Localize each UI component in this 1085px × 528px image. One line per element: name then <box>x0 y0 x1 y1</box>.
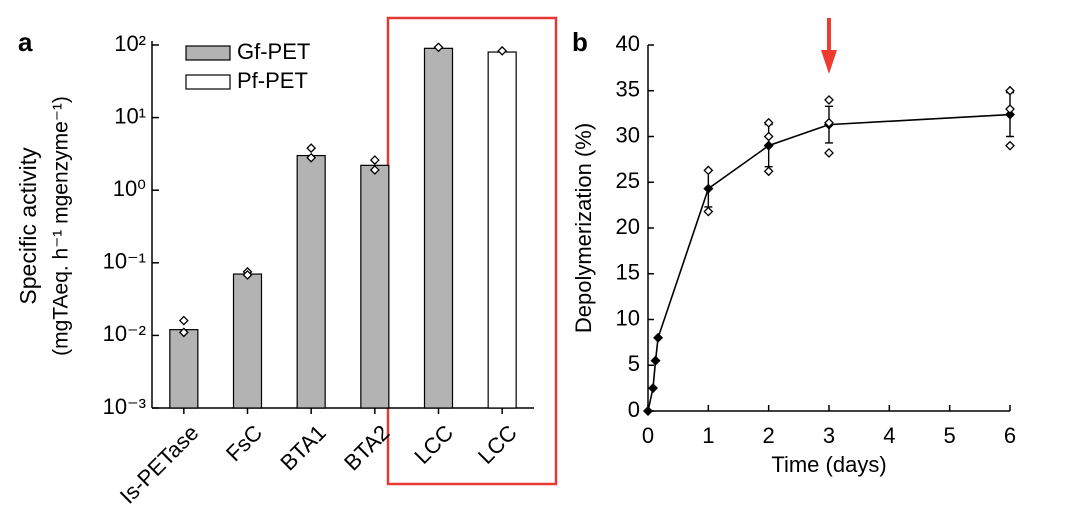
x-tick-label: Is-PETase <box>115 420 204 509</box>
y-axis-label: Depolymerization (%) <box>571 123 596 333</box>
y-tick-label: 10¹ <box>114 103 146 128</box>
replicate-point <box>824 117 834 128</box>
y-axis-label: (mgTAeq. h⁻¹ mgenzyme⁻¹) <box>50 96 73 356</box>
replicate-point <box>703 165 714 176</box>
x-tick-label: BTA1 <box>275 420 330 475</box>
x-tick-label: 3 <box>823 423 835 448</box>
replicate-point <box>433 42 444 53</box>
y-tick-label: 25 <box>616 168 640 193</box>
replicate-point <box>369 165 380 175</box>
replicate-point <box>1005 104 1015 114</box>
x-tick-label: 2 <box>763 423 775 448</box>
highlight-box <box>386 16 558 486</box>
y-tick-label: 15 <box>616 260 640 285</box>
y-tick-label: 35 <box>616 77 640 102</box>
x-tick-label: LCC <box>473 420 522 469</box>
legend-swatch <box>185 74 231 90</box>
y-tick-label: 10 <box>616 305 640 330</box>
point <box>643 406 653 416</box>
point <box>650 355 661 366</box>
bar <box>423 47 454 409</box>
x-tick-label: 1 <box>702 423 714 448</box>
replicate-point <box>703 206 714 217</box>
x-tick-label: BTA2 <box>339 420 394 475</box>
replicate-point <box>178 327 189 338</box>
replicate-point <box>824 148 834 158</box>
replicate-point <box>1005 85 1015 96</box>
legend-label: Gf-PET <box>237 39 310 64</box>
arrow <box>821 18 837 74</box>
legend-label: Pf-PET <box>237 68 308 93</box>
y-tick-label: 10⁰ <box>113 176 146 201</box>
y-tick-label: 30 <box>616 122 640 147</box>
bar <box>296 154 326 409</box>
y-tick-label: 40 <box>616 31 640 56</box>
panel-label: b <box>572 27 588 57</box>
y-tick-label: 5 <box>628 351 640 376</box>
y-tick-label: 10⁻¹ <box>103 249 146 274</box>
point <box>653 332 664 343</box>
replicate-point <box>824 94 834 105</box>
point <box>1005 109 1015 120</box>
replicate-point <box>242 270 253 280</box>
point <box>648 383 659 394</box>
x-tick-label: 5 <box>944 423 956 448</box>
panel-label: a <box>18 27 33 57</box>
bar <box>360 164 390 409</box>
replicate-point <box>763 131 774 142</box>
y-tick-label: 0 <box>628 397 640 422</box>
replicate-point <box>763 117 774 128</box>
bar <box>169 329 199 409</box>
x-axis-label: Time (days) <box>771 452 886 477</box>
x-tick-label: 6 <box>1004 423 1016 448</box>
x-tick-label: LCC <box>409 420 458 469</box>
y-tick-label: 20 <box>616 214 640 239</box>
replicate-point <box>369 155 380 165</box>
replicate-point <box>178 315 189 326</box>
x-tick-label: 4 <box>883 423 895 448</box>
y-tick-label: 10⁻³ <box>103 394 146 419</box>
legend-swatch <box>185 45 231 61</box>
point <box>763 140 774 151</box>
bar <box>487 51 517 409</box>
x-tick-label: FsC <box>221 420 267 466</box>
replicate-point <box>1005 140 1015 151</box>
replicate-point <box>306 152 317 163</box>
line <box>647 113 1011 412</box>
y-tick-label: 10⁻² <box>103 321 146 346</box>
replicate-point <box>763 166 774 177</box>
replicate-point <box>306 143 317 154</box>
x-tick-label: 0 <box>642 423 654 448</box>
y-axis-label: Specific activity <box>15 147 41 305</box>
point <box>703 183 714 194</box>
bar <box>232 273 263 409</box>
replicate-point <box>497 45 508 56</box>
y-tick-label: 10² <box>114 31 146 56</box>
